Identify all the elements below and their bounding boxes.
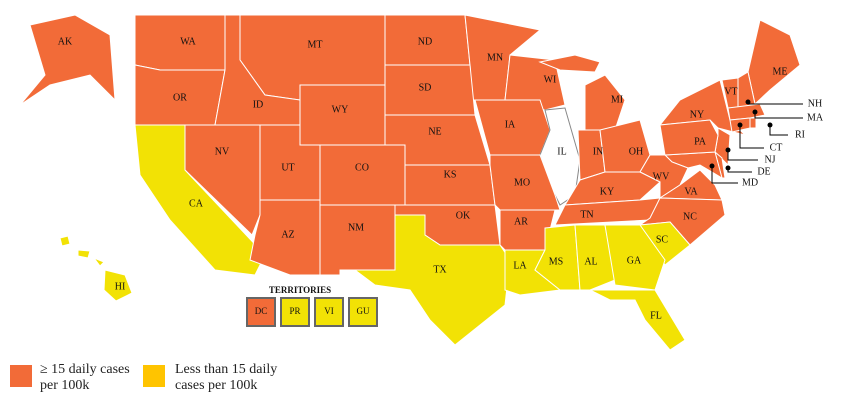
state-label: IN <box>593 146 604 157</box>
state-label: AK <box>58 36 73 47</box>
state-label: KS <box>444 169 457 180</box>
territory-box <box>246 297 276 327</box>
territories-title: TERRITORIES <box>269 285 331 295</box>
callout-line <box>727 150 758 161</box>
territory-box <box>348 297 378 327</box>
callout-line <box>754 112 803 119</box>
state-label: NC <box>683 211 697 222</box>
state-shape <box>92 256 105 267</box>
state-shape <box>659 119 719 156</box>
state-shape <box>134 124 266 276</box>
state-label: MO <box>514 177 530 188</box>
legend-swatch <box>10 365 32 387</box>
callout-line <box>769 125 788 136</box>
legend-label: ≥ 15 daily cases per 100k <box>40 362 130 393</box>
state-label: KY <box>600 186 614 197</box>
state-label: RI <box>795 129 805 140</box>
state-label: WI <box>544 74 557 85</box>
territory-label: GU <box>357 306 370 316</box>
state-shape <box>727 103 766 121</box>
state-label: FL <box>650 310 662 321</box>
state-shape <box>77 249 91 259</box>
callout-line <box>747 102 803 105</box>
state-label: ND <box>418 36 432 47</box>
state-label: ID <box>253 99 264 110</box>
state-label: IA <box>505 119 516 130</box>
state-label: OH <box>629 146 643 157</box>
state-label: MA <box>807 112 824 123</box>
state-shape <box>538 54 601 73</box>
state-label: NV <box>215 146 230 157</box>
state-shape <box>19 14 116 106</box>
state-label: ME <box>773 66 788 77</box>
state-shape <box>319 144 406 206</box>
state-label: VT <box>724 86 737 97</box>
state-label: WV <box>653 171 670 182</box>
state-label: GA <box>627 255 642 266</box>
state-label: NY <box>690 109 704 120</box>
state-shape <box>747 19 801 105</box>
state-shape <box>59 235 71 247</box>
state-label: PA <box>694 136 707 147</box>
state-label: TX <box>433 264 447 275</box>
territory-label: VI <box>324 306 334 316</box>
territory-label: DC <box>255 306 268 316</box>
legend-swatch <box>143 365 165 387</box>
state-shape <box>574 224 616 291</box>
state-label: LA <box>513 260 527 271</box>
territory-box <box>314 297 344 327</box>
state-label: CA <box>189 198 204 209</box>
callout-line <box>739 125 764 149</box>
state-label: WA <box>180 36 196 47</box>
state-shape <box>604 224 666 291</box>
legend-label: Less than 15 daily cases per 100k <box>175 362 278 393</box>
state-label: NH <box>808 98 822 109</box>
state-shape <box>319 204 396 276</box>
state-shape <box>584 74 626 131</box>
state-shape <box>749 117 757 129</box>
state-label: MI <box>611 94 623 105</box>
state-label: MN <box>487 52 503 63</box>
territory-box <box>280 297 310 327</box>
callout-line <box>711 166 738 184</box>
state-label: AL <box>584 256 597 267</box>
state-label: AR <box>514 216 528 227</box>
territory-label: PR <box>289 306 300 316</box>
state-label: UT <box>281 162 294 173</box>
state-label: WY <box>332 104 349 115</box>
state-label: MS <box>549 256 563 267</box>
callout-line <box>727 168 752 173</box>
state-label: DE <box>757 166 770 177</box>
state-shape <box>589 289 686 351</box>
state-label: SC <box>656 234 669 245</box>
state-label: OR <box>173 92 187 103</box>
state-label: IL <box>557 146 566 157</box>
state-label: CO <box>355 162 369 173</box>
state-label: NM <box>348 222 364 233</box>
state-label: SD <box>419 82 432 93</box>
state-label: NE <box>428 126 441 137</box>
state-shape <box>103 269 133 302</box>
state-label: MD <box>742 177 758 188</box>
state-label: CT <box>770 142 783 153</box>
state-label: TN <box>580 209 593 220</box>
state-label: HI <box>115 281 126 292</box>
state-label: VA <box>684 186 698 197</box>
state-label: OK <box>456 210 471 221</box>
state-shape <box>353 214 511 346</box>
state-label: NJ <box>764 154 775 165</box>
state-shape <box>504 54 566 111</box>
state-label: MT <box>308 39 323 50</box>
state-label: AZ <box>281 229 294 240</box>
